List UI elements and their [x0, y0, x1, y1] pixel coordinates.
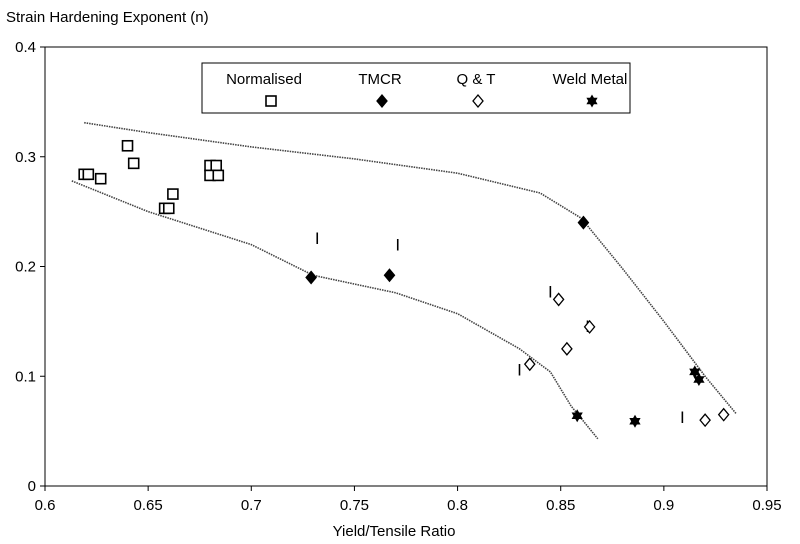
legend-marker-weld-metal — [586, 94, 598, 108]
star-triangle-down — [629, 418, 641, 428]
x-axis-ticks: 0.6 0.65 0.7 0.75 0.8 0.85 0.9 0.95 — [35, 486, 782, 514]
point-weld-metal — [693, 373, 705, 386]
annotation-mark: I — [315, 229, 320, 248]
star-triangle-down — [586, 97, 598, 108]
point-q-t — [561, 341, 573, 356]
point-q-t — [552, 292, 565, 307]
point-normalised — [121, 139, 134, 152]
point-normalised — [162, 202, 175, 215]
annotation-mark: I — [517, 361, 522, 380]
x-axis-title: Yield/Tensile Ratio — [333, 523, 456, 540]
point-weld-metal — [571, 409, 583, 423]
legend-label-q-t: Q & T — [457, 71, 496, 88]
point-normalised — [212, 169, 225, 182]
annotation-mark: I — [548, 283, 553, 302]
x-tick-label: 0.65 — [134, 497, 163, 514]
annotation-mark: I — [395, 236, 400, 255]
x-tick-label: 0.7 — [241, 497, 262, 514]
legend: Normalised TMCR Q & T Weld Metal — [201, 62, 631, 114]
x-tick-label: 0.6 — [35, 497, 56, 514]
point-normalised — [94, 172, 107, 185]
legend-label-normalised: Normalised — [226, 71, 302, 88]
y-tick-label: 0.1 — [15, 368, 36, 385]
point-normalised — [167, 188, 179, 200]
legend-label-weld-metal: Weld Metal — [553, 71, 628, 88]
data-markers — [78, 139, 730, 428]
star-triangle-down — [693, 376, 705, 386]
point-weld-metal — [689, 365, 701, 379]
point-normalised — [210, 159, 223, 172]
point-q-t — [717, 407, 730, 422]
legend-marker-q-t — [472, 93, 484, 109]
point-tmcr — [305, 270, 317, 285]
legend-marker-normalised — [265, 95, 277, 107]
point-tmcr — [383, 268, 396, 283]
annotation-mark: I — [680, 408, 685, 427]
x-tick-label: 0.8 — [447, 497, 468, 514]
lower-bound-line — [71, 180, 599, 440]
x-tick-label: 0.75 — [340, 497, 369, 514]
x-tick-label: 0.95 — [752, 497, 781, 514]
y-tick-label: 0.4 — [15, 39, 36, 56]
point-normalised — [82, 168, 95, 181]
bound-lines — [71, 121, 737, 440]
legend-marker-tmcr — [376, 93, 388, 109]
upper-bound-line — [84, 121, 737, 415]
y-tick-label: 0.3 — [15, 149, 36, 166]
annotations: IIIIII — [315, 229, 685, 427]
y-axis-ticks: 0 0.1 0.2 0.3 0.4 — [15, 39, 45, 495]
point-tmcr — [577, 215, 590, 230]
x-tick-label: 0.9 — [653, 497, 674, 514]
point-weld-metal — [629, 414, 641, 428]
x-tick-label: 0.85 — [546, 497, 575, 514]
y-tick-label: 0 — [28, 478, 36, 495]
star-triangle-down — [689, 368, 701, 379]
point-q-t — [523, 357, 536, 372]
point-q-t — [583, 319, 596, 334]
point-q-t — [699, 413, 711, 428]
point-normalised — [127, 157, 140, 170]
legend-label-tmcr: TMCR — [358, 71, 401, 88]
y-tick-label: 0.2 — [15, 259, 36, 276]
star-triangle-down — [571, 412, 583, 423]
y-axis-title: Strain Hardening Exponent (n) — [6, 9, 209, 26]
